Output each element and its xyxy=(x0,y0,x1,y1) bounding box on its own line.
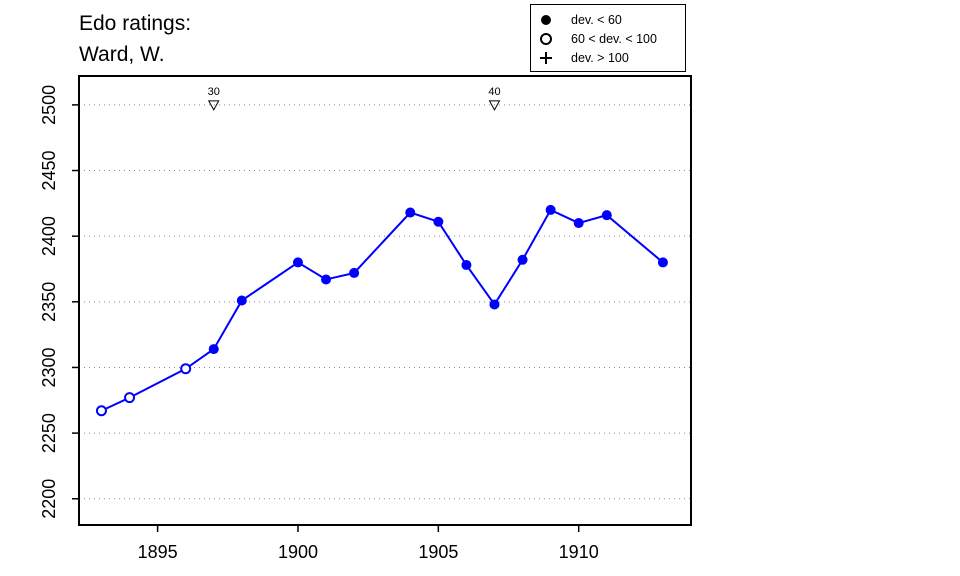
chart-title: Edo ratings: Ward, W. xyxy=(79,8,191,70)
age-marker-label: 40 xyxy=(488,86,500,98)
x-tick-label: 1895 xyxy=(138,542,178,562)
series-line xyxy=(101,208,664,412)
data-point xyxy=(405,207,416,218)
chart-title-line-2: Ward, W. xyxy=(79,43,165,66)
legend-label: 60 < dev. < 100 xyxy=(571,32,657,46)
legend: dev. < 60 60 < dev. < 100 dev. > 100 xyxy=(530,4,686,72)
x-tick-label: 1905 xyxy=(418,542,458,562)
y-tick-label: 2450 xyxy=(39,151,59,191)
legend-label: dev. < 60 xyxy=(571,13,622,27)
data-point-open xyxy=(95,405,107,417)
data-point-open xyxy=(124,392,136,404)
legend-label: dev. > 100 xyxy=(571,51,629,65)
y-tick-label: 2400 xyxy=(39,216,59,256)
data-point xyxy=(657,257,668,268)
age-marker-triangle xyxy=(488,100,501,111)
y-tick-label: 2300 xyxy=(39,347,59,387)
y-tick-label: 2200 xyxy=(39,479,59,519)
data-point xyxy=(349,267,360,278)
y-tick-label: 2350 xyxy=(39,282,59,322)
data-point xyxy=(489,299,500,310)
y-tick-label: 2500 xyxy=(39,85,59,125)
legend-item-filled: dev. < 60 xyxy=(539,11,622,29)
data-point xyxy=(517,254,528,265)
data-point xyxy=(433,216,444,227)
data-point xyxy=(573,218,584,229)
data-point xyxy=(292,257,303,268)
age-marker-triangle xyxy=(207,100,220,111)
data-point xyxy=(321,274,332,285)
x-tick-label: 1900 xyxy=(278,542,318,562)
data-point xyxy=(208,344,219,355)
x-tick-label: 1910 xyxy=(559,542,599,562)
age-marker-label: 30 xyxy=(208,86,220,98)
x-axis: 1895 1900 1905 1910 xyxy=(138,525,599,562)
legend-item-open: 60 < dev. < 100 xyxy=(539,30,657,48)
plot-frame xyxy=(78,75,692,526)
data-point xyxy=(461,260,472,271)
grid-lines xyxy=(79,104,691,500)
legend-item-plus: dev. > 100 xyxy=(539,49,629,67)
data-point xyxy=(236,295,247,306)
open-circle-icon xyxy=(539,32,553,46)
rating-series xyxy=(95,204,668,417)
y-axis: 2200 2250 2300 2350 2400 2450 2500 xyxy=(39,85,79,519)
data-point xyxy=(545,204,556,215)
chart-title-line-1: Edo ratings: xyxy=(79,12,192,35)
data-point xyxy=(601,210,612,221)
data-point-open xyxy=(180,363,192,375)
filled-circle-icon xyxy=(539,13,553,27)
age-markers: 30 40 xyxy=(207,86,501,111)
y-tick-label: 2250 xyxy=(39,413,59,453)
plus-icon xyxy=(539,51,553,65)
